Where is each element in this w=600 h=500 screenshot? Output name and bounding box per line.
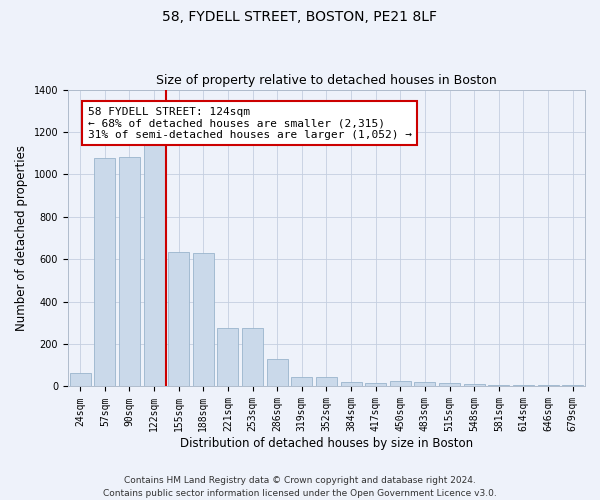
X-axis label: Distribution of detached houses by size in Boston: Distribution of detached houses by size … xyxy=(180,437,473,450)
Bar xyxy=(390,381,411,386)
Bar xyxy=(365,384,386,386)
Text: Contains HM Land Registry data © Crown copyright and database right 2024.
Contai: Contains HM Land Registry data © Crown c… xyxy=(103,476,497,498)
Bar xyxy=(316,376,337,386)
Bar xyxy=(168,252,189,386)
Bar xyxy=(119,158,140,386)
Y-axis label: Number of detached properties: Number of detached properties xyxy=(15,145,28,331)
Bar xyxy=(143,140,164,386)
Text: 58, FYDELL STREET, BOSTON, PE21 8LF: 58, FYDELL STREET, BOSTON, PE21 8LF xyxy=(163,10,437,24)
Bar xyxy=(439,384,460,386)
Bar xyxy=(464,384,485,386)
Bar xyxy=(292,376,312,386)
Bar xyxy=(267,359,287,386)
Title: Size of property relative to detached houses in Boston: Size of property relative to detached ho… xyxy=(156,74,497,87)
Text: 58 FYDELL STREET: 124sqm
← 68% of detached houses are smaller (2,315)
31% of sem: 58 FYDELL STREET: 124sqm ← 68% of detach… xyxy=(88,106,412,140)
Bar xyxy=(415,382,436,386)
Bar xyxy=(94,158,115,386)
Bar xyxy=(217,328,238,386)
Bar xyxy=(341,382,362,386)
Bar xyxy=(70,372,91,386)
Bar xyxy=(193,253,214,386)
Bar xyxy=(242,328,263,386)
